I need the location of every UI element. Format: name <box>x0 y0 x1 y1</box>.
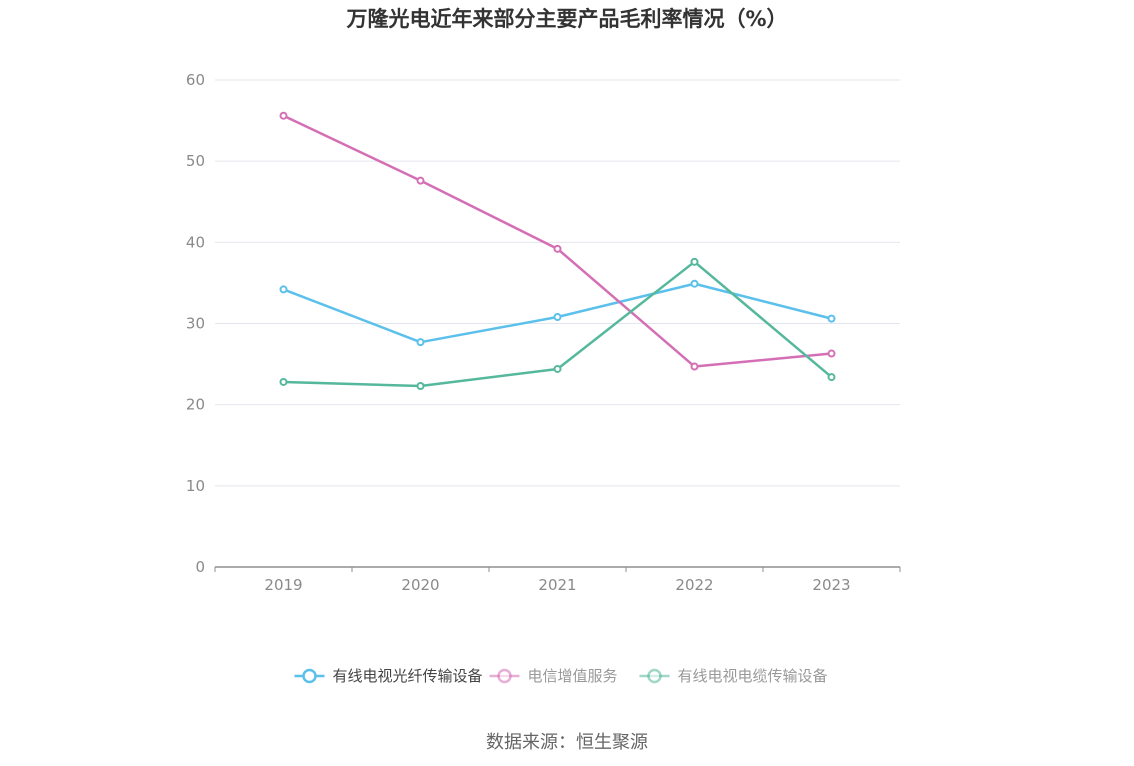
legend-swatch-circle <box>497 668 512 684</box>
series-1 <box>279 111 836 371</box>
legend-item[interactable]: 电信增值服务 <box>489 667 618 685</box>
y-tick-label: 20 <box>186 396 205 414</box>
series-line <box>283 282 832 344</box>
data-point[interactable] <box>553 364 562 373</box>
series-2 <box>279 257 836 390</box>
legend-label: 电信增值服务 <box>528 667 618 685</box>
data-point[interactable] <box>827 349 836 358</box>
series-line <box>282 114 832 368</box>
x-tick-label: 2021 <box>538 576 576 594</box>
legend-swatch-circle <box>302 668 317 684</box>
data-point[interactable] <box>416 176 425 185</box>
y-tick-label: 60 <box>186 71 205 89</box>
legend-item[interactable]: 有线电视电缆传输设备 <box>639 667 828 685</box>
source-note: 数据来源：恒生聚源 <box>486 732 648 753</box>
legend-label: 有线电视光纤传输设备 <box>333 667 483 685</box>
x-tick-label: 2019 <box>264 576 302 594</box>
y-tick-label: 10 <box>186 477 205 495</box>
legend: 有线电视光纤传输设备 电信增值服务 有线电视电缆传输设备 <box>294 667 828 685</box>
y-tick-label: 40 <box>186 233 205 251</box>
series-lines <box>279 111 836 390</box>
data-point[interactable] <box>553 244 562 253</box>
data-point[interactable] <box>553 313 562 322</box>
legend-label: 有线电视电缆传输设备 <box>678 667 828 685</box>
y-tick-label: 50 <box>186 152 205 170</box>
data-point[interactable] <box>279 377 288 386</box>
data-point[interactable] <box>827 373 836 382</box>
axes: 0 10 20 30 40 50 60 2019 2020 2021 2022 2023 <box>186 71 901 594</box>
x-tick-label: 2023 <box>812 576 850 594</box>
data-point[interactable] <box>690 257 699 266</box>
y-tick-label: 30 <box>186 315 205 333</box>
data-point[interactable] <box>279 111 288 120</box>
data-point[interactable] <box>416 338 425 347</box>
data-point[interactable] <box>690 279 699 288</box>
y-tick-label: 0 <box>195 558 205 576</box>
series-0 <box>279 279 836 347</box>
legend-item[interactable]: 有线电视光纤传输设备 <box>294 667 483 685</box>
x-tick-label: 2022 <box>675 576 713 594</box>
data-point[interactable] <box>279 285 288 294</box>
data-point[interactable] <box>690 362 699 371</box>
legend-swatch-circle <box>647 668 662 684</box>
data-point[interactable] <box>827 314 836 323</box>
data-point[interactable] <box>416 381 425 390</box>
grid-lines <box>215 79 900 487</box>
x-tick-label: 2020 <box>401 576 439 594</box>
chart-title: 万隆光电近年来部分主要产品毛利率情况（%） <box>345 7 787 31</box>
